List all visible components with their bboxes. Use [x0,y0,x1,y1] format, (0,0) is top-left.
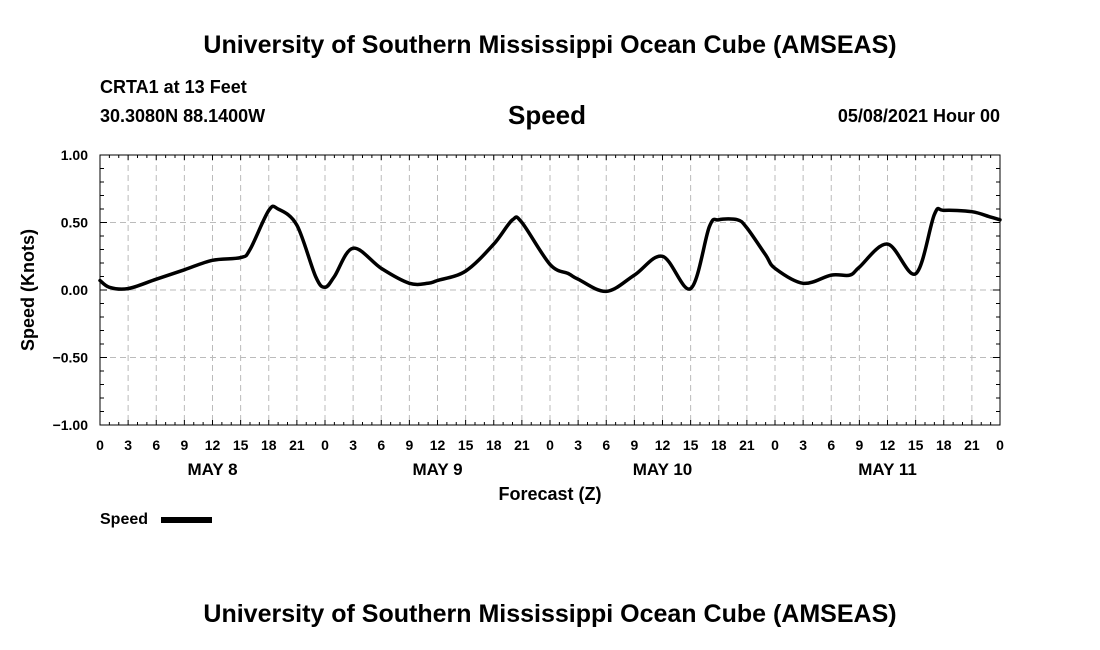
x-tick-label: 9 [405,437,413,453]
x-tick-label: 0 [96,437,104,453]
y-tick-label: −1.00 [53,417,89,433]
x-tick-label: 9 [630,437,638,453]
y-axis-label: Speed (Knots) [18,229,38,351]
footer-title: University of Southern Mississippi Ocean… [203,600,897,628]
x-tick-label: 12 [205,437,221,453]
x-tick-label: 0 [546,437,554,453]
x-tick-label: 15 [683,437,699,453]
x-tick-label: 18 [486,437,502,453]
x-tick-label: 0 [321,437,329,453]
plot-frame [99,154,1001,426]
x-day-label: MAY 10 [633,460,693,479]
speed-series-line [98,204,1002,294]
chart-title: Speed [508,100,587,130]
x-tick-label: 21 [514,437,530,453]
y-tick-label: 0.50 [61,215,88,231]
x-tick-label: 12 [655,437,671,453]
y-tick-label: −0.50 [53,350,89,366]
x-tick-label: 3 [574,437,582,453]
x-tick-label: 21 [289,437,305,453]
x-tick-label: 0 [771,437,779,453]
page-title: University of Southern Mississippi Ocean… [203,31,897,59]
y-tick-label: 1.00 [61,147,88,163]
x-tick-label: 12 [880,437,896,453]
x-tick-label: 6 [827,437,835,453]
grid-layer [100,155,1000,425]
x-day-label: MAY 8 [187,460,237,479]
x-tick-label: 6 [377,437,385,453]
x-tick-label: 18 [936,437,952,453]
x-tick-label: 15 [908,437,924,453]
x-tick-label: 0 [996,437,1004,453]
x-day-label: MAY 11 [858,460,917,479]
x-axis-label: Forecast (Z) [498,484,601,504]
x-day-label: MAY 9 [412,460,462,479]
legend-label: Speed [100,511,148,528]
x-tick-label: 18 [711,437,727,453]
x-tick-label: 15 [458,437,474,453]
x-tick-label: 3 [349,437,357,453]
x-tick-label: 3 [799,437,807,453]
x-tick-label: 15 [233,437,249,453]
x-tick-label: 6 [602,437,610,453]
station-label: CRTA1 at 13 Feet [100,77,247,97]
tick-label-layer: 0 3 6 9 12 15 18 21 0 3 6 9 12 15 18 21 0 3 6 9 12 15 18 21 0 3 6 9… [53,147,1005,479]
x-tick-label: 12 [430,437,446,453]
station-coordinates: 30.3080N 88.1400W [100,106,266,126]
x-tick-label: 9 [180,437,188,453]
x-tick-label: 3 [124,437,132,453]
y-tick-label: 0.00 [61,282,88,298]
x-tick-label: 18 [261,437,277,453]
x-tick-label: 21 [739,437,755,453]
x-tick-label: 21 [964,437,980,453]
x-tick-label: 6 [152,437,160,453]
legend-swatch [161,517,212,523]
forecast-datetime: 05/08/2021 Hour 00 [837,106,1000,126]
x-tick-label: 9 [855,437,863,453]
